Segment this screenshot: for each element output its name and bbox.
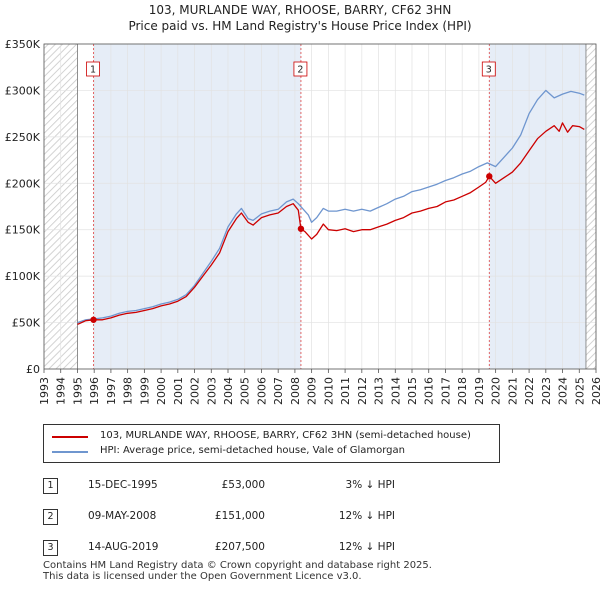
x-tick-label: 2025 — [573, 377, 586, 405]
chart-subtitle: Price paid vs. HM Land Registry's House … — [128, 19, 472, 33]
legend-label-hpi: HPI: Average price, semi-detached house,… — [100, 445, 405, 456]
y-tick-label: £0 — [26, 363, 40, 376]
sale-label-box — [86, 61, 100, 77]
sale-price: £151,000 — [214, 510, 265, 522]
x-tick-label: 2009 — [306, 377, 319, 405]
sale-number-badge: 3 — [43, 540, 58, 556]
ownership-band-1 — [93, 44, 301, 369]
sale-number-badge: 1 — [43, 478, 58, 494]
x-tick-label: 2004 — [222, 377, 235, 405]
y-tick-label: £250K — [5, 131, 41, 144]
legend-label-property: 103, MURLANDE WAY, RHOOSE, BARRY, CF62 3… — [100, 430, 471, 441]
x-tick-label: 1995 — [71, 377, 84, 405]
footer-licence: This data is licensed under the Open Gov… — [43, 571, 362, 582]
sale-date: 14-AUG-2019 — [88, 541, 159, 553]
x-tick-label: 2006 — [255, 377, 268, 405]
y-tick-label: £100K — [5, 270, 41, 283]
sale-row: 3 14-AUG-2019 £207,500 12% ↓ HPI — [40, 539, 460, 557]
y-tick-label: £300K — [5, 84, 41, 97]
plot-frame — [43, 43, 597, 370]
x-tick-label: 2011 — [339, 377, 352, 405]
sale-hpi-diff: 12% ↓ HPI — [338, 510, 395, 522]
price-chart: 1 2 3 £0 £50K £100K £150K £200K £250K £300K £350K 1… — [5, 38, 600, 405]
x-tick-label: 2021 — [506, 377, 519, 405]
x-tick-label: 2023 — [540, 377, 553, 405]
x-tick-label: 2002 — [189, 377, 202, 405]
x-tick-label: 2008 — [289, 377, 302, 405]
sale-label-number: 2 — [297, 65, 303, 76]
sale-label-number: 3 — [486, 65, 492, 76]
footer-copyright: Contains HM Land Registry data © Crown c… — [43, 560, 432, 571]
x-tick-label: 2005 — [239, 377, 252, 405]
y-tick-label: £350K — [5, 38, 41, 51]
series-line-hpi — [77, 89, 585, 324]
legend-swatch-property — [52, 436, 88, 438]
sale-date: 15-DEC-1995 — [88, 479, 158, 491]
no-data-hatch-right — [585, 44, 596, 369]
x-tick-label: 2001 — [172, 377, 185, 405]
y-tick-label: £200K — [5, 177, 41, 190]
sale-label-number: 1 — [90, 65, 96, 76]
x-tick-label: 2024 — [557, 377, 570, 405]
sale-price: £207,500 — [214, 541, 265, 553]
x-tick-label: 1994 — [55, 377, 68, 405]
x-tick-label: 2020 — [490, 377, 503, 405]
legend-swatch-hpi — [52, 451, 88, 453]
sale-point — [90, 316, 97, 323]
x-tick-label: 1999 — [138, 377, 151, 405]
x-tick-label: 2026 — [590, 377, 600, 405]
x-tick-label: 2000 — [155, 377, 168, 405]
sale-label-box — [293, 61, 308, 77]
sale-hpi-diff: 3% ↓ HPI — [345, 479, 395, 491]
sale-row: 2 09-MAY-2008 £151,000 12% ↓ HPI — [40, 508, 460, 526]
x-tick-label: 2019 — [473, 377, 486, 405]
ownership-band-2 — [489, 44, 586, 369]
series-line-property — [77, 122, 585, 325]
sale-price: £53,000 — [221, 479, 265, 491]
x-tick-label: 2014 — [389, 377, 402, 405]
x-tick-label: 2022 — [523, 377, 536, 405]
x-tick-label: 2018 — [456, 377, 469, 405]
x-tick-label: 2010 — [322, 377, 335, 405]
x-tick-label: 2012 — [356, 377, 369, 405]
sale-row: 1 15-DEC-1995 £53,000 3% ↓ HPI — [40, 477, 460, 495]
x-tick-label: 2016 — [423, 377, 436, 405]
x-tick-label: 1998 — [122, 377, 135, 405]
sale-number-badge: 2 — [43, 509, 58, 525]
x-tick-label: 1996 — [88, 377, 101, 405]
x-tick-label: 2017 — [439, 377, 452, 405]
sale-hpi-diff: 12% ↓ HPI — [338, 541, 395, 553]
sale-date: 09-MAY-2008 — [88, 510, 157, 522]
y-tick-label: £50K — [12, 317, 41, 330]
chart-title-address: 103, MURLANDE WAY, RHOOSE, BARRY, CF62 3… — [148, 3, 452, 17]
legend: 103, MURLANDE WAY, RHOOSE, BARRY, CF62 3… — [43, 424, 500, 463]
sale-point — [297, 225, 305, 232]
x-tick-label: 2003 — [205, 377, 218, 405]
sale-label-box — [481, 61, 496, 77]
x-tick-label: 2013 — [373, 377, 386, 405]
x-tick-label: 1993 — [38, 377, 51, 405]
y-tick-label: £150K — [5, 224, 41, 237]
x-tick-label: 1997 — [105, 377, 118, 405]
x-tick-label: 2007 — [272, 377, 285, 405]
x-tick-label: 2015 — [406, 377, 419, 405]
sale-point — [486, 173, 493, 180]
